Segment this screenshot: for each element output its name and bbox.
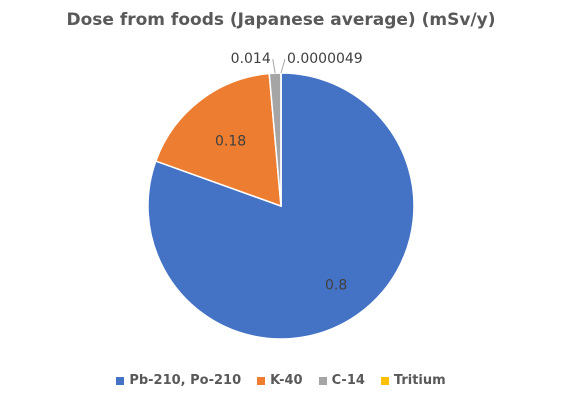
data-label-c14: 0.014: [231, 51, 271, 67]
legend-label-tritium: Tritium: [393, 373, 446, 388]
pie-slice-k40: [154, 72, 282, 208]
leader-line-c14: [272, 59, 276, 74]
leader-line-tritium: [280, 58, 286, 74]
legend-swatch-c14: [318, 376, 327, 385]
legend: Pb-210, Po-210 K-40 C-14 Tritium: [0, 373, 562, 388]
pie-slice-pb210-po210: [147, 72, 415, 340]
legend-label-c14: C-14: [331, 373, 365, 388]
legend-item-c14: C-14: [318, 373, 365, 388]
legend-label-k40: K-40: [270, 373, 303, 388]
legend-label-pb210-po210: Pb-210, Po-210: [129, 373, 242, 388]
legend-item-pb210-po210: Pb-210, Po-210: [116, 373, 241, 388]
data-label-k40: 0.18: [215, 134, 246, 150]
data-label-tritium: 0.0000049: [287, 51, 363, 67]
legend-item-k40: K-40: [257, 373, 303, 388]
legend-swatch-pb210-po210: [116, 376, 125, 385]
legend-swatch-tritium: [380, 376, 389, 385]
chart-title: Dose from foods (Japanese average) (mSv/…: [66, 10, 496, 30]
legend-item-tritium: Tritium: [380, 373, 446, 388]
legend-swatch-k40: [257, 376, 266, 385]
data-label-pb210-po210: 0.8: [325, 277, 347, 293]
